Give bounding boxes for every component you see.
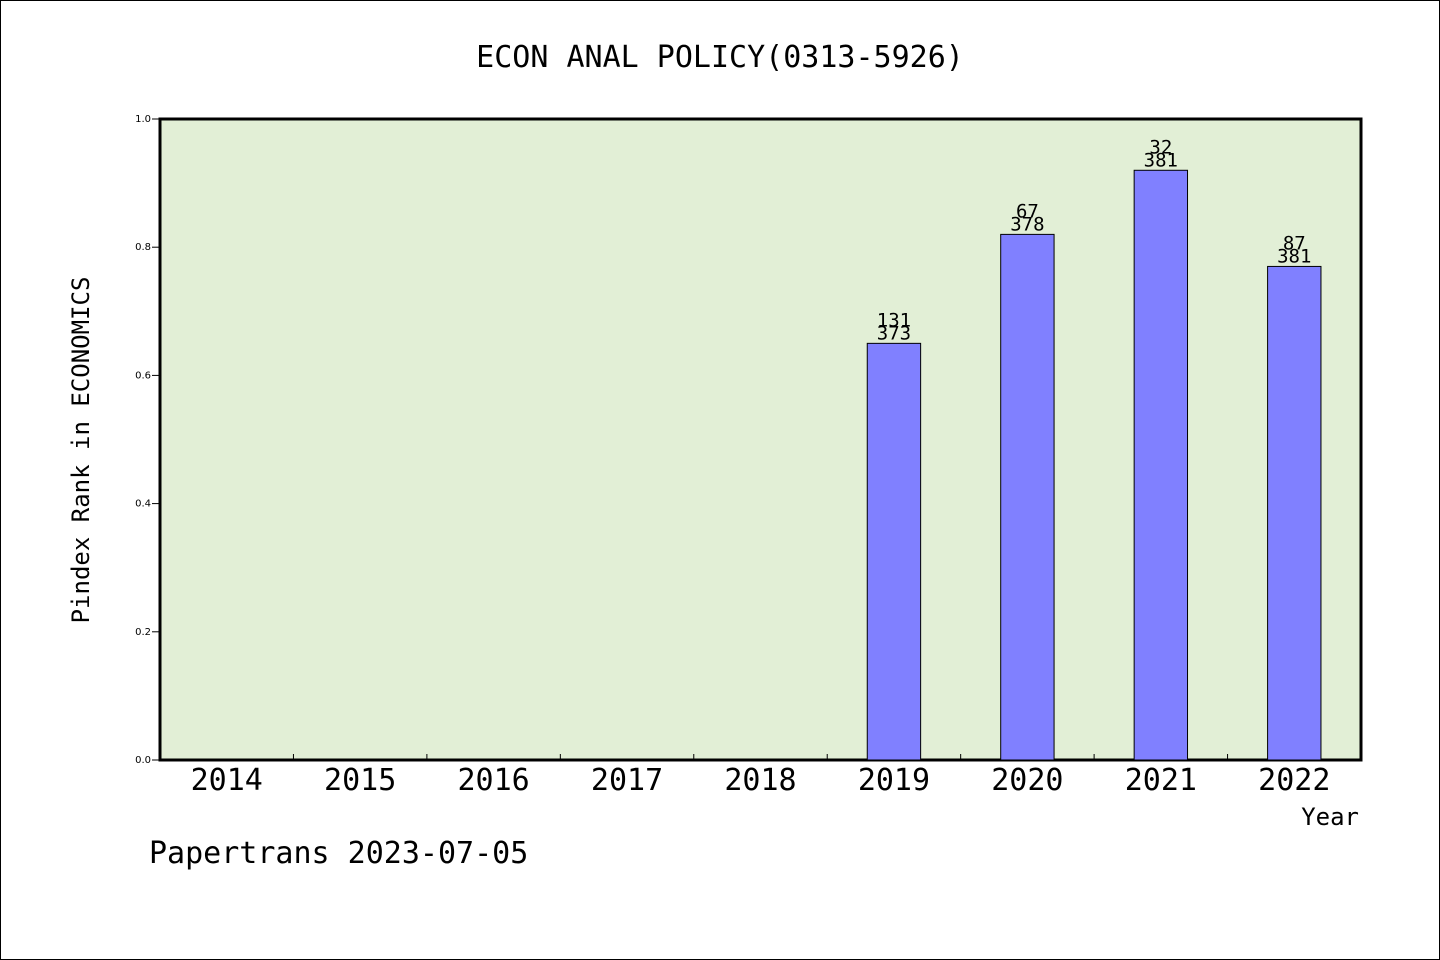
bar — [1133, 169, 1189, 761]
x-tick-label: 2019 — [858, 763, 930, 798]
bar — [1267, 265, 1322, 761]
bar-label-top: 87 — [1283, 232, 1306, 254]
y-axis-label: Pindex Rank in ECONOMICS — [67, 277, 95, 624]
x-tick-label: 2016 — [457, 763, 529, 798]
y-tick-label: 0.2 — [135, 627, 151, 638]
bar-label-top: 67 — [1016, 200, 1039, 222]
x-axis-label: Year — [1301, 803, 1359, 831]
chart-title: ECON ANAL POLICY(0313-5926) — [476, 40, 964, 75]
y-tick-label: 0.6 — [135, 370, 151, 381]
x-tick-label: 2018 — [724, 763, 796, 798]
bar-label-bottom: 378 — [1010, 213, 1044, 235]
bar — [1000, 233, 1055, 761]
y-tick-label: 0.4 — [135, 499, 151, 510]
x-tick-label: 2014 — [191, 763, 263, 798]
footer-credit: Papertrans 2023-07-05 — [149, 836, 528, 871]
x-tick-label: 2015 — [324, 763, 396, 798]
x-tick-label: 2017 — [591, 763, 663, 798]
y-tick-label: 0.0 — [135, 755, 151, 766]
x-tick-label: 2021 — [1125, 763, 1197, 798]
x-axis: 2014 2015 2016 2017 2018 2019 2020 2021 2022 — [191, 754, 1330, 798]
bar-label-bottom: 381 — [1277, 245, 1311, 267]
bar — [866, 342, 922, 761]
y-tick-label: 1.0 — [135, 114, 151, 125]
x-tick-label: 2020 — [991, 763, 1063, 798]
y-axis: 0.0 0.2 0.4 0.6 0.8 1.0 — [135, 114, 160, 766]
bar-label-top: 131 — [877, 309, 911, 331]
bar-label-bottom: 373 — [877, 322, 911, 344]
bar-label-bottom: 381 — [1144, 149, 1178, 171]
y-tick-label: 0.8 — [135, 242, 151, 253]
x-tick-label: 2022 — [1258, 763, 1330, 798]
bar-label-top: 32 — [1149, 136, 1172, 158]
bars-group — [866, 169, 1322, 761]
